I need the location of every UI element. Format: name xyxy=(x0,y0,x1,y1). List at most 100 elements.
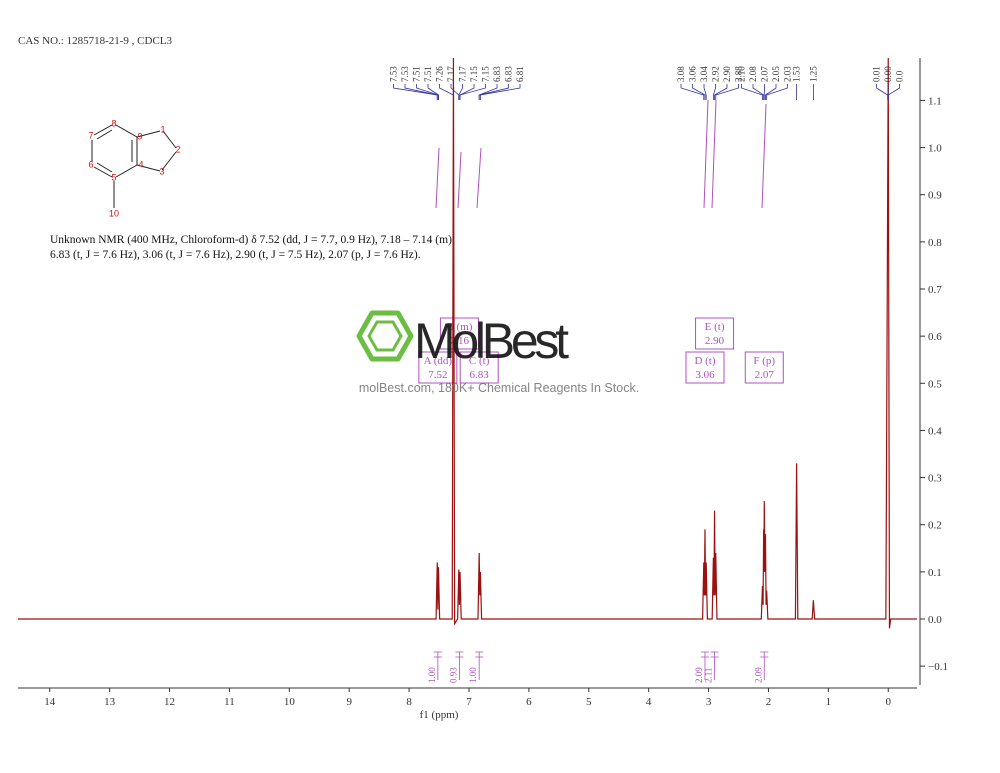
y-tick-label: 0.8 xyxy=(928,237,942,249)
peak-leader xyxy=(427,84,439,100)
integral-label: 2.09 xyxy=(753,667,763,683)
x-tick-label: 5 xyxy=(586,696,592,708)
peak-leader xyxy=(876,84,889,100)
x-tick-label: 3 xyxy=(706,696,712,708)
x-tick-label: 2 xyxy=(766,696,772,708)
peak-leader xyxy=(887,84,900,100)
multiplet-shift: 2.07 xyxy=(755,369,775,381)
integral-curve xyxy=(476,147,482,209)
peak-label: 1.53 xyxy=(792,66,802,82)
atom-label: 7 xyxy=(88,130,93,140)
x-tick-label: 7 xyxy=(466,696,472,708)
bond xyxy=(96,129,113,140)
peak-leader xyxy=(404,84,438,100)
peak-leader xyxy=(692,84,706,100)
multiplet-name: E (t) xyxy=(705,321,725,333)
peak-label: 2.07 xyxy=(760,66,770,82)
peak-label: 2.05 xyxy=(771,66,781,82)
x-tick-label: 14 xyxy=(44,696,56,708)
peak-leader xyxy=(479,84,521,100)
peak-label: 7.51 xyxy=(423,66,433,82)
integral-curve xyxy=(761,103,767,209)
watermark: MolBest molBest.com, 180K+ Chemical Reag… xyxy=(356,310,639,395)
peak-leader xyxy=(714,84,728,100)
bond xyxy=(115,124,138,138)
integral-bracket xyxy=(433,651,442,680)
y-tick-label: −0.1 xyxy=(928,661,948,673)
multiplet-box xyxy=(685,351,725,384)
bond xyxy=(93,124,113,136)
plot-layer: 14 13 12 11 10 9 8 7 6 5 4 3 2 1 0f1 (ppm)−0.10.00.10.… xyxy=(18,58,948,721)
peak-leader xyxy=(715,84,739,100)
bond xyxy=(136,130,161,138)
bond xyxy=(93,166,113,178)
y-tick-label: 0.0 xyxy=(928,614,942,626)
peak-leader xyxy=(459,84,486,100)
peak-label: 0.00 xyxy=(883,66,893,82)
integral-label: 1.00 xyxy=(468,667,478,683)
peak-label: 3.06 xyxy=(688,66,698,82)
integral-curve xyxy=(457,151,462,209)
spectrum xyxy=(18,58,917,629)
bond xyxy=(136,164,161,172)
peak-leader xyxy=(450,84,460,100)
peak-label: 6.83 xyxy=(492,66,502,82)
spectrum-line xyxy=(18,58,917,629)
peak-label: 7.15 xyxy=(481,66,491,82)
y-tick-label: 0.3 xyxy=(928,473,942,485)
y-tick-label: 0.2 xyxy=(928,520,942,532)
x-tick-label: 1 xyxy=(826,696,832,708)
peak-label: 6.83 xyxy=(504,66,514,82)
atom-label: 6 xyxy=(88,159,93,169)
peak-label: 3.04 xyxy=(699,66,709,82)
multiplet-name: C (t) xyxy=(469,355,490,367)
x-tick-label: 9 xyxy=(346,696,352,708)
peak-label: 6.81 xyxy=(515,66,525,82)
peak-leader xyxy=(703,84,707,100)
bond xyxy=(115,164,138,178)
bond xyxy=(161,151,177,171)
y-tick-label: 0.9 xyxy=(928,190,942,202)
bond xyxy=(96,162,113,173)
peak-label: 2.10 xyxy=(737,66,747,82)
peak-leader xyxy=(478,84,498,100)
integral-bracket xyxy=(710,651,719,680)
multiplet-name: D (t) xyxy=(694,355,715,367)
integral-bracket xyxy=(455,651,464,680)
peak-label: 2.92 xyxy=(711,66,721,82)
x-tick-label: 13 xyxy=(104,696,116,708)
x-tick-label: 8 xyxy=(406,696,412,708)
tagline: molBest.com, 180K+ Chemical Reagents In … xyxy=(359,381,639,395)
logo-hexagon xyxy=(356,310,414,362)
peak-label: 7.51 xyxy=(412,66,422,82)
integral-bracket xyxy=(700,651,709,680)
peak-leader xyxy=(712,84,716,100)
integral-label: 2.09 xyxy=(694,667,704,683)
peak-label: 7.15 xyxy=(469,66,479,82)
peak-label: 7.17 xyxy=(458,66,468,82)
atom-label: 2 xyxy=(175,144,180,154)
peak-leader xyxy=(766,84,788,100)
x-axis-label: f1 (ppm) xyxy=(420,709,459,721)
bond xyxy=(162,130,177,149)
x-tick-label: 12 xyxy=(164,696,175,708)
y-tick-label: 0.6 xyxy=(928,331,942,343)
y-tick-label: 1.1 xyxy=(928,95,942,107)
atom-label: 3 xyxy=(159,166,164,176)
peak-label: 2.03 xyxy=(783,66,793,82)
integral-curve xyxy=(703,99,709,209)
peak-label: 0.01 xyxy=(872,66,882,82)
integral-curve xyxy=(435,147,440,209)
peak-leader xyxy=(752,84,765,100)
integral-curve xyxy=(711,99,717,209)
multiplet-box xyxy=(459,351,499,384)
peak-leader xyxy=(439,84,454,100)
peak-label: 7.26 xyxy=(435,66,445,82)
y-tick-label: 1.0 xyxy=(928,143,942,155)
peak-leader xyxy=(478,84,509,100)
atom-label: 1 xyxy=(160,124,165,134)
integral-label: 0.93 xyxy=(448,667,458,683)
peak-leader xyxy=(741,84,763,100)
